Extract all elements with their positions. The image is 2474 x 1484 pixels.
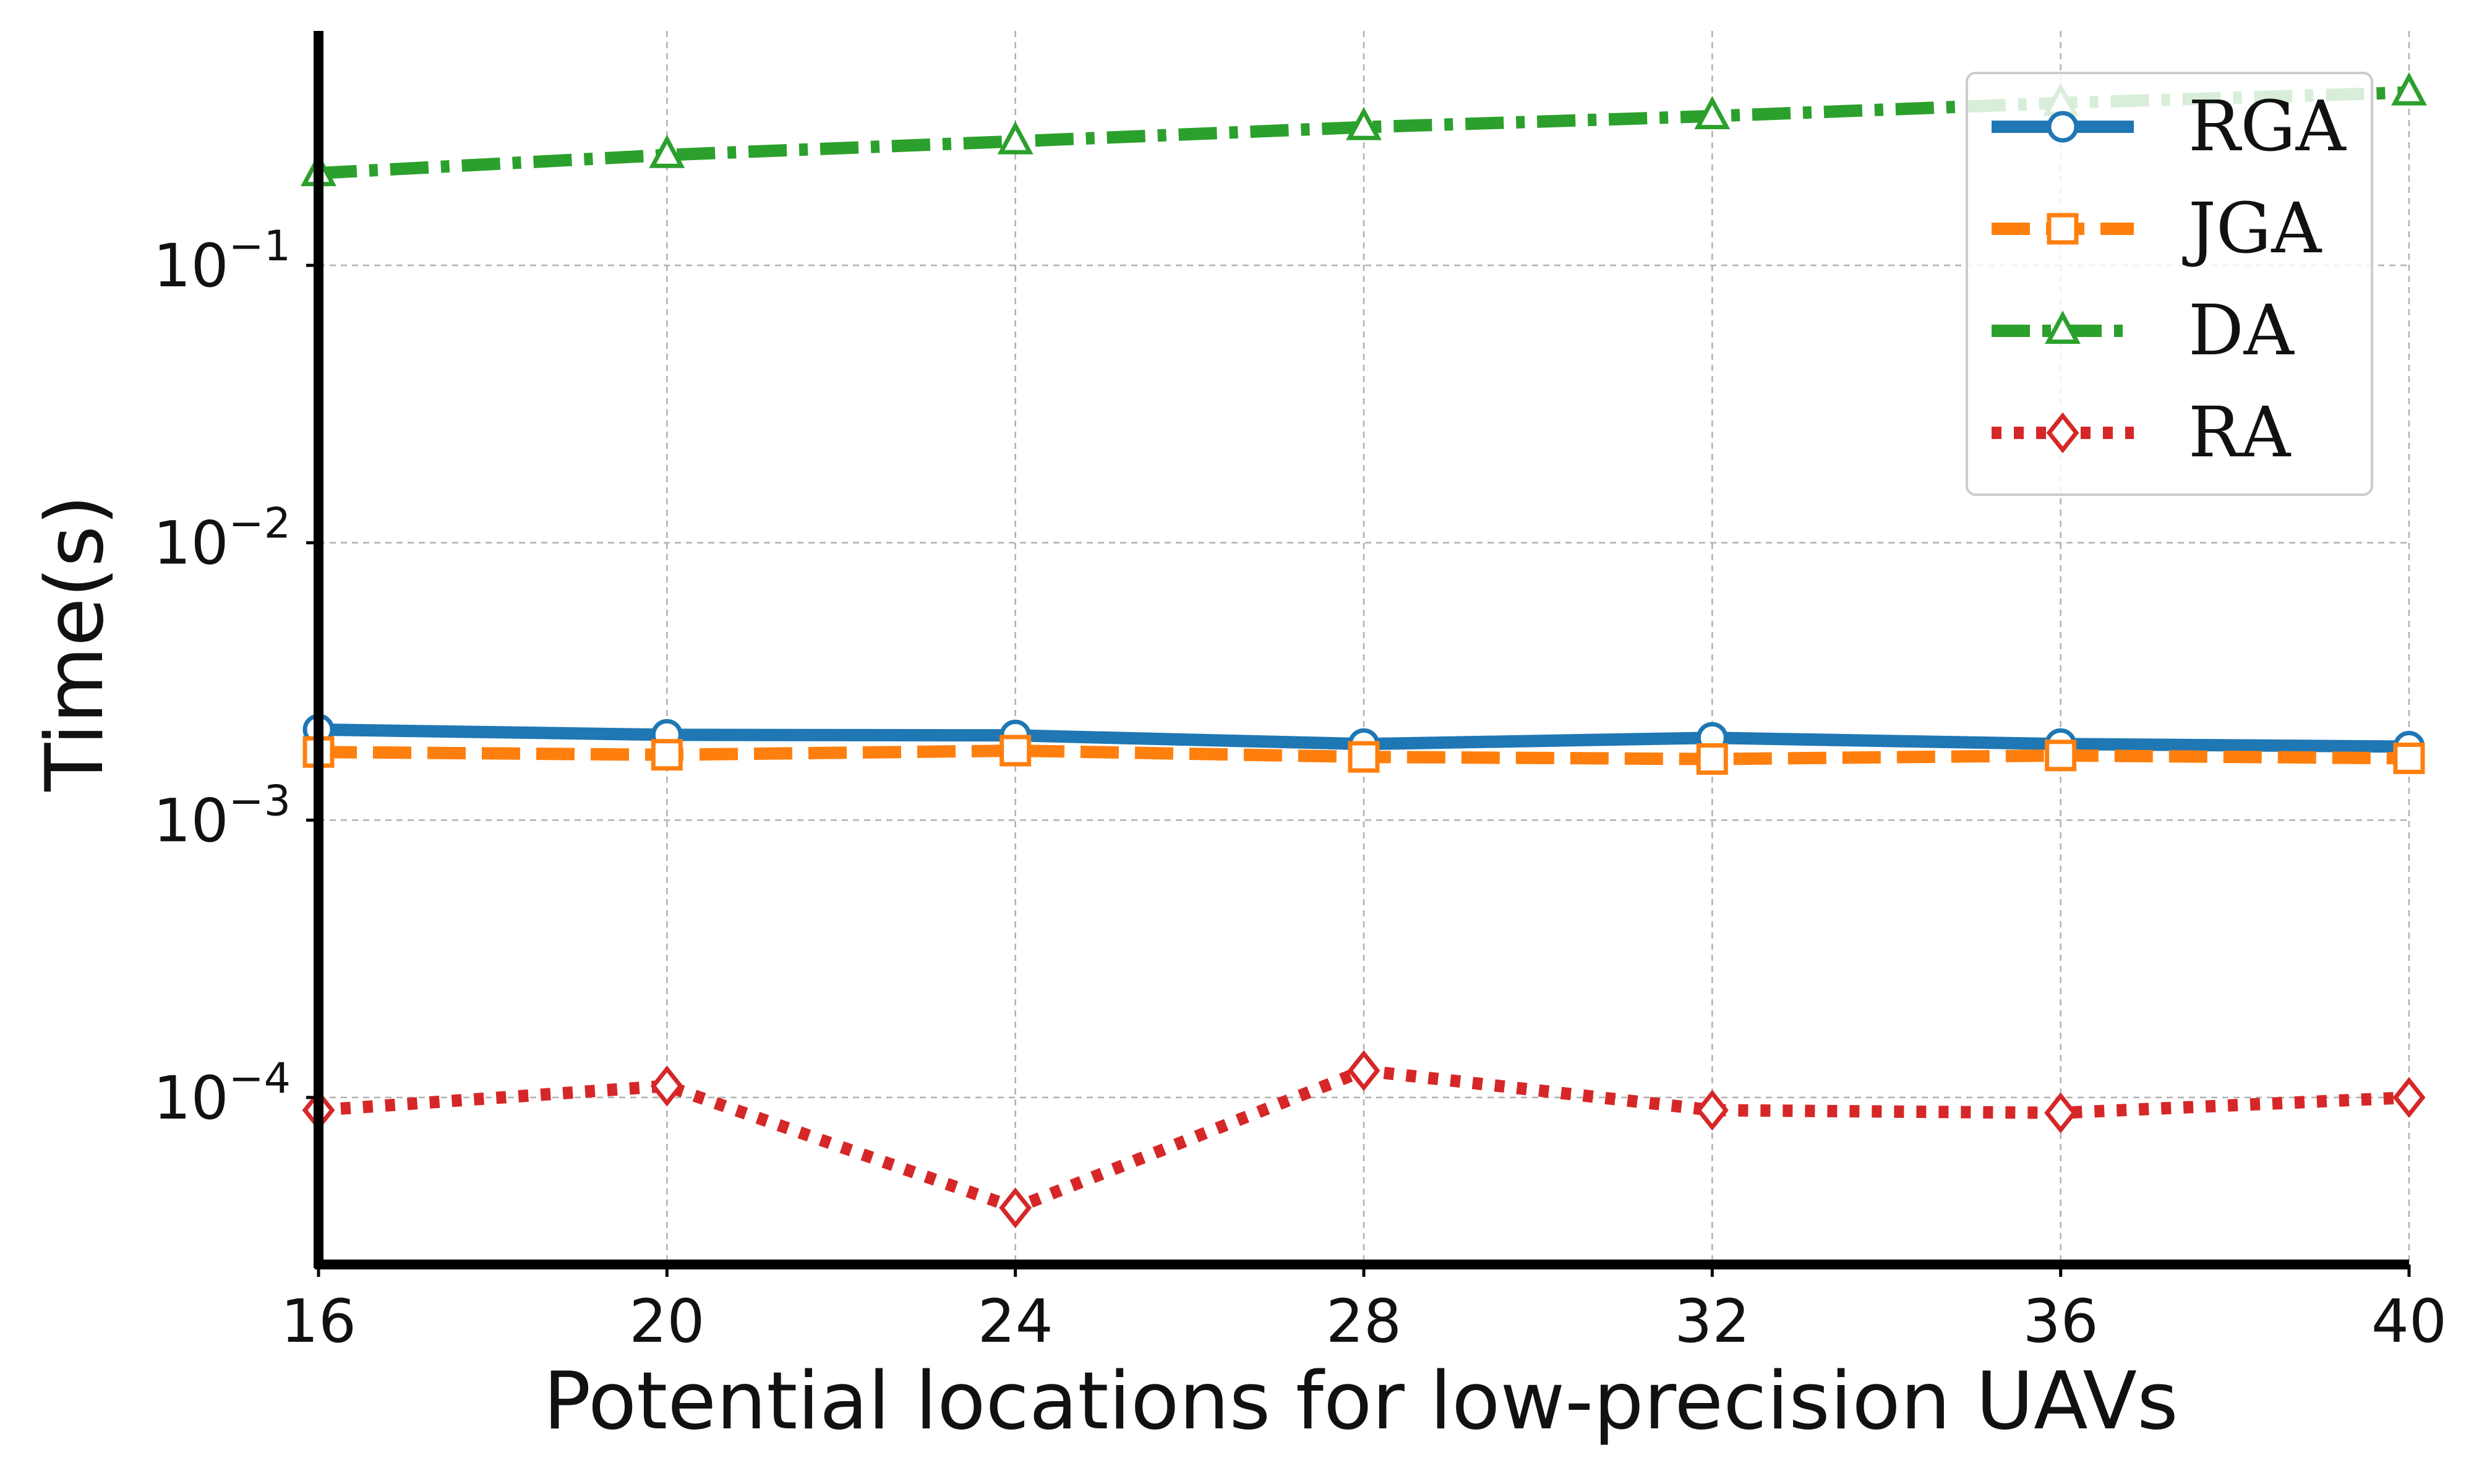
- data-point-ra: [2044, 1092, 2078, 1133]
- legend-marker-jga: [2047, 213, 2079, 245]
- x-tick-label: 20: [629, 1287, 704, 1356]
- x-tick-label: 28: [1326, 1287, 1402, 1356]
- x-tick-label: 32: [1674, 1287, 1750, 1356]
- data-point-ra: [999, 1187, 1032, 1229]
- data-point-ra: [2392, 1077, 2426, 1119]
- x-tick-label: 40: [2371, 1287, 2447, 1356]
- x-tick-label: 36: [2023, 1287, 2099, 1356]
- data-point-da: [649, 134, 685, 168]
- data-point-jga: [2045, 740, 2077, 772]
- data-point-jga: [1696, 743, 1728, 775]
- data-point-ra: [1347, 1050, 1380, 1091]
- legend-marker-da: [2045, 310, 2081, 344]
- legend-label-jga: JGA: [2182, 189, 2322, 269]
- data-point-ra: [1695, 1090, 1729, 1131]
- legend-item-da: DA: [1992, 291, 2295, 371]
- series-ra: [302, 1050, 2426, 1229]
- data-point-jga: [651, 739, 683, 771]
- data-point-jga: [2393, 742, 2425, 774]
- y-axis-title: Time(s): [29, 495, 121, 792]
- data-point-ra: [650, 1065, 683, 1107]
- legend-marker-ra: [2046, 412, 2079, 454]
- data-point-jga: [1348, 741, 1380, 773]
- x-axis-title: Potential locations for low-precision UA…: [543, 1355, 2178, 1448]
- legend: RGA JGA DA RA: [1966, 72, 2373, 496]
- legend-marker-rga: [2047, 111, 2079, 143]
- legend-box: [1966, 72, 2373, 496]
- legend-label-rga: RGA: [2188, 87, 2347, 167]
- data-point-jga: [999, 735, 1032, 767]
- data-point-da: [1346, 106, 1382, 140]
- x-tick-label: 24: [978, 1287, 1053, 1356]
- y-tick-label: 10−4: [153, 1054, 291, 1133]
- y-tick-label: 10−3: [153, 777, 291, 855]
- y-tick-label: 10−2: [153, 500, 291, 578]
- data-point-da: [2391, 72, 2427, 106]
- data-point-da: [1694, 96, 1731, 129]
- ticks: 16 20 24 28 32 36 40 10−4 10−3 10−2 10−1: [153, 222, 2447, 1356]
- legend-item-ra: RA: [1992, 393, 2291, 473]
- legend-item-rga: RGA: [1992, 87, 2347, 167]
- legend-label-da: DA: [2188, 291, 2295, 371]
- legend-label-ra: RA: [2188, 393, 2291, 473]
- x-tick-label: 16: [281, 1287, 356, 1356]
- data-point-da: [997, 121, 1034, 155]
- legend-item-jga: JGA: [1992, 189, 2322, 269]
- y-tick-label: 10−1: [153, 222, 291, 301]
- series-jga: [302, 735, 2425, 775]
